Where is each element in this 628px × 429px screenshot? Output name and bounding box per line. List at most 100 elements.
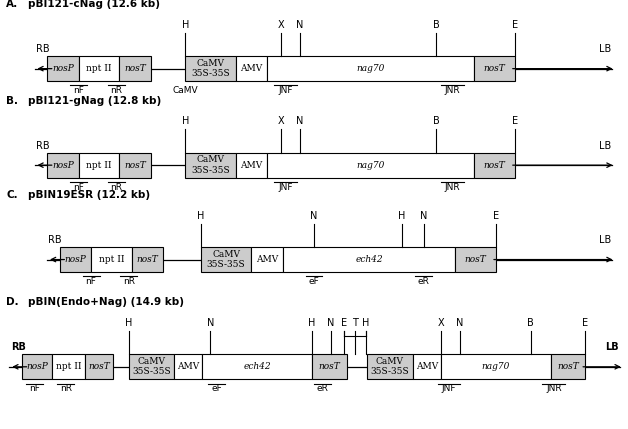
Text: N: N (296, 116, 304, 126)
Text: H: H (125, 318, 133, 328)
Text: RB: RB (36, 44, 50, 54)
Bar (22, 354, 52, 379)
Text: ech42: ech42 (355, 255, 382, 264)
Text: E: E (512, 116, 518, 126)
Text: B: B (433, 116, 440, 126)
Bar (551, 354, 585, 379)
Bar (455, 247, 496, 272)
Text: T: T (352, 318, 358, 328)
Text: nR: nR (110, 183, 122, 192)
Text: nosT: nosT (137, 255, 158, 264)
Text: nosP: nosP (52, 64, 73, 73)
Text: H: H (398, 211, 406, 221)
Text: nosT: nosT (88, 363, 110, 371)
Text: X: X (278, 20, 284, 30)
Text: H: H (362, 318, 370, 328)
Text: LB: LB (598, 235, 611, 245)
Text: X: X (278, 116, 284, 126)
Text: H: H (197, 211, 205, 221)
Text: nosT: nosT (484, 161, 506, 169)
Text: nR: nR (60, 384, 72, 393)
Text: nosT: nosT (124, 161, 146, 169)
Bar (236, 56, 267, 81)
Text: H: H (181, 116, 189, 126)
Text: LB: LB (598, 141, 611, 151)
Bar (202, 354, 312, 379)
Text: JNF: JNF (278, 86, 293, 95)
Bar (474, 56, 515, 81)
Text: pBI121-gNag (12.8 kb): pBI121-gNag (12.8 kb) (28, 96, 161, 106)
Text: AMV: AMV (240, 64, 263, 73)
Text: JNR: JNR (546, 384, 561, 393)
Bar (119, 56, 151, 81)
Text: nR: nR (122, 277, 135, 286)
Text: CaMV
35S-35S: CaMV 35S-35S (132, 357, 171, 377)
Text: nag70: nag70 (356, 64, 385, 73)
Text: AMV: AMV (240, 161, 263, 169)
Text: AMV: AMV (416, 363, 438, 371)
Text: CaMV
35S-35S: CaMV 35S-35S (371, 357, 409, 377)
Text: nF: nF (73, 86, 84, 95)
Bar (91, 247, 132, 272)
Text: N: N (420, 211, 428, 221)
Text: pBIN19ESR (12.2 kb): pBIN19ESR (12.2 kb) (28, 190, 150, 200)
Bar (441, 354, 551, 379)
Text: nosT: nosT (484, 64, 506, 73)
Text: nag70: nag70 (482, 363, 510, 371)
Text: eR: eR (418, 277, 430, 286)
Text: JNR: JNR (445, 183, 460, 192)
Text: CaMV
35S-35S: CaMV 35S-35S (191, 155, 230, 175)
Text: nosP: nosP (26, 363, 48, 371)
Bar (52, 354, 85, 379)
Text: JNF: JNF (278, 183, 293, 192)
Bar (201, 247, 251, 272)
Bar (283, 247, 455, 272)
Text: npt II: npt II (86, 161, 112, 169)
Text: nF: nF (85, 277, 97, 286)
Text: N: N (207, 318, 214, 328)
Text: LB: LB (605, 342, 619, 352)
Text: npt II: npt II (56, 363, 81, 371)
Text: nR: nR (110, 86, 122, 95)
Bar (251, 247, 283, 272)
Text: eF: eF (308, 277, 320, 286)
Bar (474, 153, 515, 178)
Text: nF: nF (29, 384, 40, 393)
Text: nosP: nosP (52, 161, 73, 169)
Bar (174, 354, 202, 379)
Text: RB: RB (36, 141, 50, 151)
Text: LB: LB (598, 44, 611, 54)
Text: N: N (296, 20, 304, 30)
Text: nosT: nosT (557, 363, 579, 371)
Text: JNR: JNR (445, 86, 460, 95)
Text: E: E (341, 318, 347, 328)
Text: H: H (181, 20, 189, 30)
Text: eR: eR (317, 384, 328, 393)
Text: AMV: AMV (256, 255, 278, 264)
Bar (185, 153, 236, 178)
Bar (267, 56, 474, 81)
Text: pBIN(Endo+Nag) (14.9 kb): pBIN(Endo+Nag) (14.9 kb) (28, 297, 184, 307)
Text: N: N (327, 318, 335, 328)
Text: npt II: npt II (86, 64, 112, 73)
Text: RB: RB (48, 235, 62, 245)
Bar (236, 153, 267, 178)
Text: JNF: JNF (441, 384, 457, 393)
Text: nF: nF (73, 183, 84, 192)
Text: E: E (582, 318, 588, 328)
Bar (312, 354, 347, 379)
Bar (78, 56, 119, 81)
Text: C.: C. (6, 190, 18, 200)
Text: CaMV
35S-35S: CaMV 35S-35S (191, 59, 230, 79)
Text: CaMV
35S-35S: CaMV 35S-35S (207, 250, 246, 269)
Text: nag70: nag70 (356, 161, 385, 169)
Bar (185, 56, 236, 81)
Bar (267, 153, 474, 178)
Text: E: E (512, 20, 518, 30)
Text: nosT: nosT (124, 64, 146, 73)
Text: AMV: AMV (177, 363, 199, 371)
Text: nosP: nosP (65, 255, 86, 264)
Text: RB: RB (11, 342, 26, 352)
Bar (413, 354, 441, 379)
Text: B: B (433, 20, 440, 30)
